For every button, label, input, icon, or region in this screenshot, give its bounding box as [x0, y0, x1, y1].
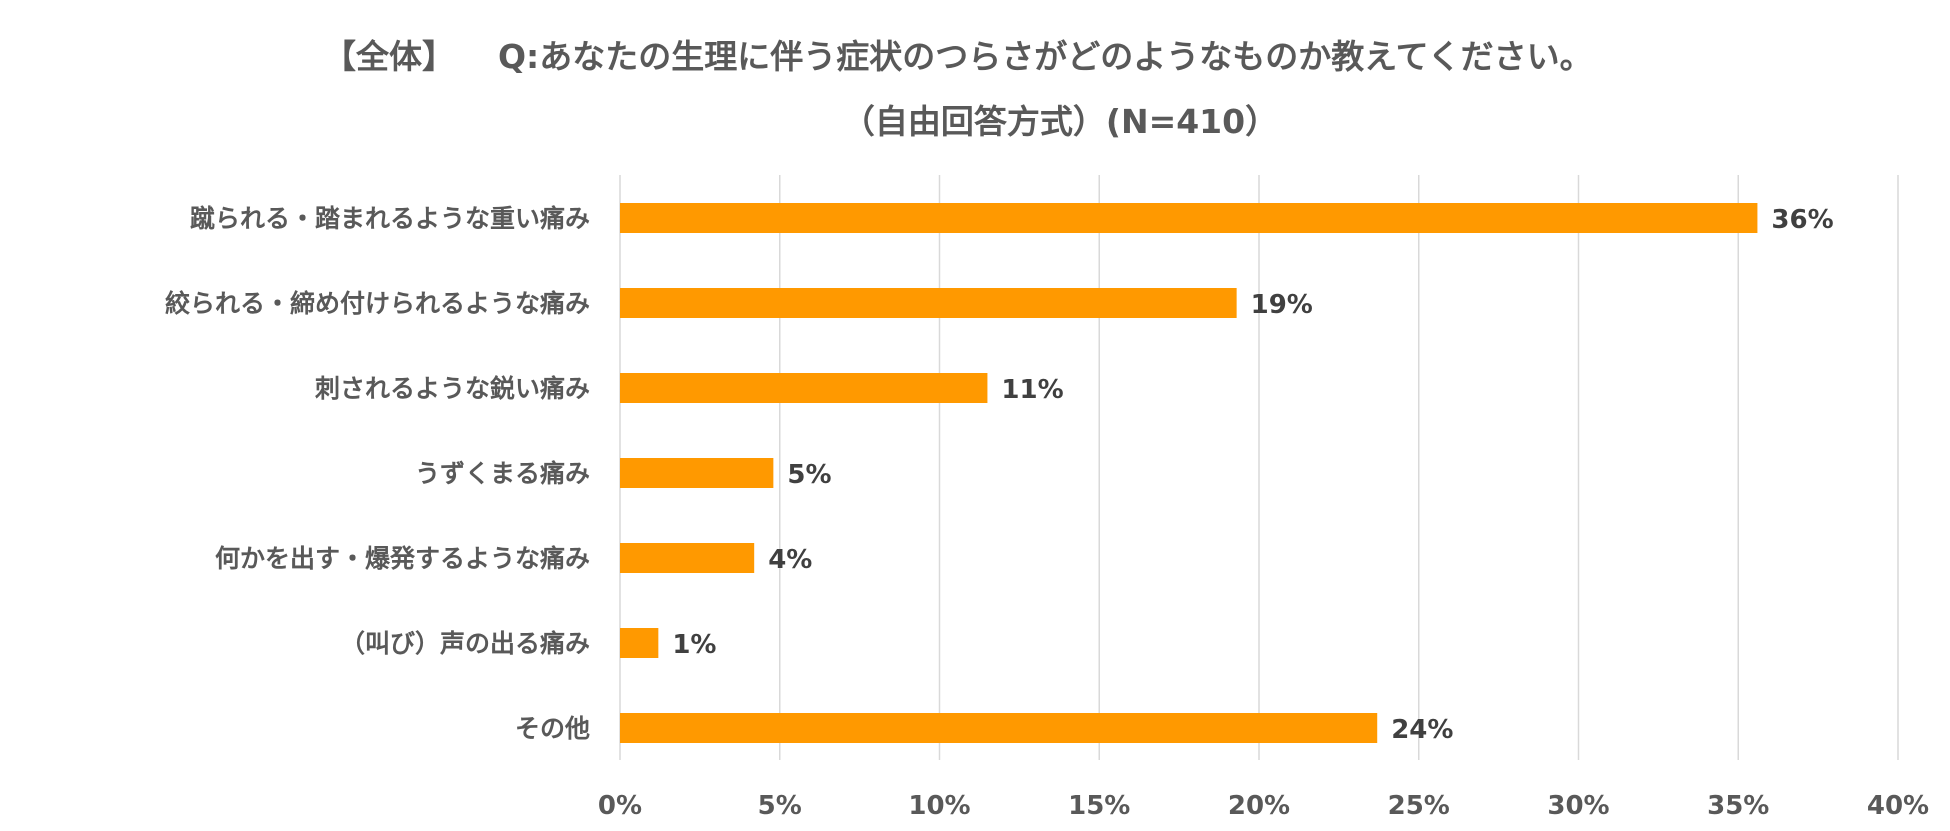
- x-tick-label: 35%: [1707, 791, 1769, 821]
- x-tick-label: 30%: [1547, 791, 1609, 821]
- bar: [620, 713, 1378, 743]
- x-tick-label: 20%: [1228, 791, 1290, 821]
- bar: [620, 458, 774, 488]
- data-label: 24%: [1391, 715, 1453, 745]
- data-label: 36%: [1771, 205, 1833, 235]
- category-labels: 蹴られる・踏まれるような重い痛み絞られる・締め付けられるような痛み刺されるような…: [165, 204, 590, 743]
- category-label: 何かを出す・爆発するような痛み: [215, 544, 590, 573]
- bar: [620, 203, 1758, 233]
- category-label: 絞られる・締め付けられるような痛み: [165, 289, 590, 318]
- bar: [620, 373, 988, 403]
- x-tick-label: 15%: [1068, 791, 1130, 821]
- chart-title-prefix: 【全体】: [323, 37, 455, 76]
- data-labels: 36% 19% 11% 5% 4% 1% 24%: [672, 205, 1833, 745]
- bars: [620, 203, 1758, 743]
- gridlines: [619, 175, 1899, 760]
- x-tick-label: 0%: [598, 791, 642, 821]
- data-label: 19%: [1251, 290, 1313, 320]
- chart-subtitle: （自由回答方式）(N=410）: [842, 102, 1278, 141]
- chart-title: 【全体】 Q:あなたの生理に伴う症状のつらさがどのようなものか教えてください。 …: [323, 37, 1593, 141]
- data-label: 5%: [787, 460, 831, 490]
- category-label: うずくまる痛み: [415, 459, 590, 488]
- x-axis-tick-labels: 0% 5% 10% 15% 20% 25% 30% 35% 40%: [598, 791, 1929, 821]
- category-label: 蹴られる・踏まれるような重い痛み: [190, 204, 590, 233]
- data-label: 11%: [1001, 375, 1063, 405]
- data-label: 4%: [768, 545, 812, 575]
- bar: [620, 628, 659, 658]
- category-label: （叫び）声の出る痛み: [340, 629, 590, 658]
- bar: [620, 288, 1237, 318]
- x-tick-label: 10%: [908, 791, 970, 821]
- category-label: その他: [515, 714, 590, 743]
- category-label: 刺されるような鋭い痛み: [315, 374, 590, 403]
- chart-title-question: Q:あなたの生理に伴う症状のつらさがどのようなものか教えてください。: [498, 37, 1593, 76]
- x-tick-label: 5%: [758, 791, 802, 821]
- x-tick-label: 40%: [1867, 791, 1929, 821]
- data-label: 1%: [672, 630, 716, 660]
- x-tick-label: 25%: [1388, 791, 1450, 821]
- bar: [620, 543, 755, 573]
